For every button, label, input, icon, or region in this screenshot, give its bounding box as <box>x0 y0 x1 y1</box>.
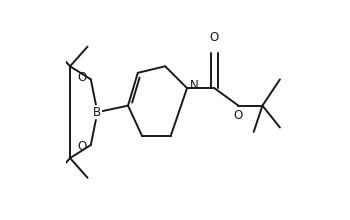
Text: B: B <box>93 106 101 119</box>
Text: O: O <box>77 71 86 84</box>
Text: O: O <box>210 31 219 44</box>
Text: N: N <box>190 79 199 92</box>
Text: O: O <box>234 109 243 122</box>
Text: O: O <box>77 140 86 153</box>
